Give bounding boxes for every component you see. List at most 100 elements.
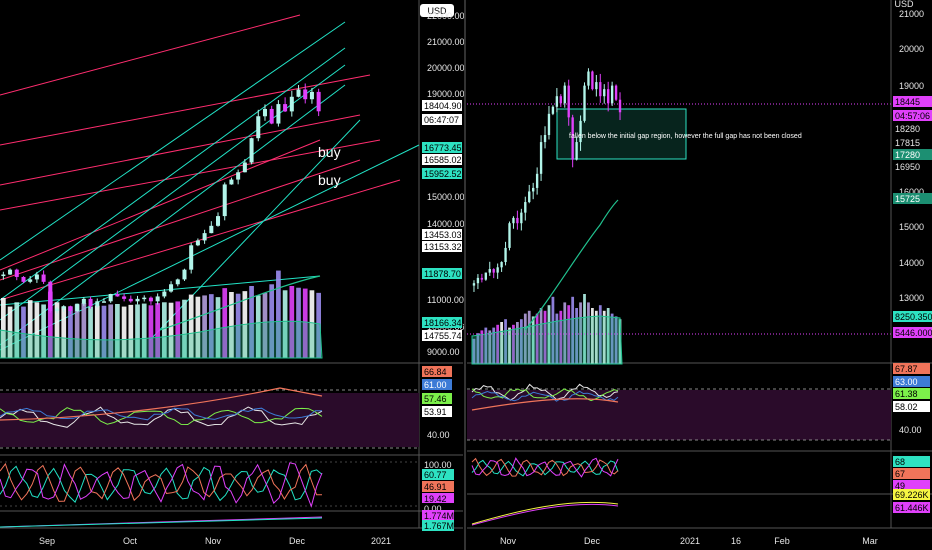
rsi-line bbox=[471, 383, 619, 401]
trendlines[interactable] bbox=[0, 14, 420, 351]
price-tag-label: 61.38 bbox=[895, 389, 918, 399]
volume-bar bbox=[162, 302, 167, 358]
candle-body bbox=[535, 173, 539, 188]
volume-bar bbox=[121, 306, 127, 358]
candle-body bbox=[216, 216, 221, 226]
candle-body bbox=[508, 223, 511, 248]
candle-body bbox=[135, 298, 140, 302]
trendline-teal bbox=[0, 47, 346, 301]
gap-annotation[interactable]: fallen below the initial gap region, how… bbox=[569, 133, 802, 140]
volume-bar bbox=[309, 290, 315, 358]
candle-body bbox=[492, 269, 495, 273]
volume-bar bbox=[208, 294, 214, 358]
volume-bar bbox=[276, 270, 281, 358]
candle-body bbox=[48, 281, 53, 312]
price-axis[interactable]: 21000 20000 19000 16000 15000 14000 13000 bbox=[899, 9, 924, 303]
rsi-axis-tick: 40.00 bbox=[427, 430, 450, 440]
volume-bar bbox=[155, 303, 160, 358]
candle-body bbox=[618, 99, 622, 113]
price-tag-label: 53.91 bbox=[424, 407, 447, 417]
candle-body bbox=[75, 303, 80, 312]
time-axis[interactable]: Nov Dec 2021 16 Feb Mar bbox=[500, 536, 878, 546]
volume-bar bbox=[512, 324, 515, 364]
candle-body bbox=[571, 117, 574, 160]
time-axis-label: Oct bbox=[123, 536, 138, 546]
trendline-magenta bbox=[0, 139, 321, 271]
price-tag-bg bbox=[893, 149, 932, 160]
volume-bar bbox=[579, 302, 582, 364]
time-axis[interactable]: Sep Oct Nov Dec 2021 bbox=[39, 536, 391, 546]
volume-bar bbox=[618, 319, 622, 364]
volume-bar bbox=[88, 306, 93, 358]
volume-bars bbox=[1, 270, 321, 358]
candle-body bbox=[189, 245, 194, 270]
volume-bar bbox=[472, 338, 476, 364]
volume-bar bbox=[255, 295, 261, 358]
volume-bar bbox=[567, 305, 571, 364]
volume-bar bbox=[606, 308, 610, 364]
candle-body bbox=[289, 96, 294, 112]
candle-body bbox=[34, 274, 39, 280]
price-tag-label: 04:57:06 bbox=[895, 111, 930, 121]
candle-body bbox=[229, 179, 234, 185]
currency-label: USD bbox=[894, 0, 914, 9]
candle-body bbox=[236, 172, 241, 180]
time-axis-label: 16 bbox=[731, 536, 741, 546]
volume-bar bbox=[516, 322, 519, 364]
candle-body bbox=[195, 240, 200, 246]
candle-body bbox=[516, 217, 519, 224]
rsi-tags: 66.84 61.00 57.46 53.91 bbox=[422, 366, 452, 417]
price-tag-label: 68 bbox=[895, 457, 905, 467]
price-tag-bg bbox=[422, 379, 452, 390]
volume-bar bbox=[496, 324, 500, 364]
price-tag-label: 13453.03 bbox=[424, 230, 462, 240]
volume-bar bbox=[7, 306, 13, 358]
volume-bar bbox=[168, 302, 174, 358]
volume-bar bbox=[175, 301, 181, 358]
price-axis-tick: 21000 bbox=[899, 9, 924, 19]
price-tag-label: 5446.000 bbox=[895, 328, 932, 338]
buy-label: buy bbox=[318, 144, 341, 160]
price-tag-label: 67.87 bbox=[895, 364, 918, 374]
candle-body bbox=[182, 269, 187, 280]
price-tag-bg bbox=[893, 401, 930, 412]
candle-body bbox=[476, 277, 480, 284]
price-tag-bg bbox=[422, 168, 462, 179]
candle-body bbox=[28, 279, 33, 282]
right-chart-panel[interactable]: fallen below the initial gap region, how… bbox=[467, 0, 932, 546]
volume-bar bbox=[249, 286, 254, 358]
price-tag-label: 16950 bbox=[895, 162, 920, 172]
volume-bar bbox=[27, 300, 33, 358]
rsi-line bbox=[0, 407, 323, 421]
gap-zone-box[interactable] bbox=[556, 108, 687, 160]
price-tag-label: 69.226K bbox=[895, 490, 929, 500]
stoch-line bbox=[471, 457, 619, 478]
volume-bar bbox=[215, 297, 221, 358]
price-tag-label: 19.42 bbox=[424, 494, 447, 504]
obv-line bbox=[0, 517, 323, 528]
price-tag-bg bbox=[422, 366, 452, 377]
candle-body bbox=[303, 89, 308, 100]
trendline-magenta bbox=[0, 139, 381, 211]
candle-body bbox=[587, 71, 590, 86]
currency-badge[interactable] bbox=[420, 4, 454, 17]
volume-bar bbox=[148, 305, 154, 358]
price-tag-label: 18280 bbox=[895, 124, 920, 134]
volume-bar bbox=[575, 308, 578, 364]
price-tag-bg bbox=[422, 114, 462, 125]
volume-bar bbox=[535, 313, 539, 364]
stoch-line bbox=[471, 457, 619, 477]
price-tag-label: 1.767M bbox=[424, 521, 454, 531]
price-tag-bg bbox=[422, 493, 454, 504]
obv-tags: 69.226K 61.446K bbox=[893, 489, 930, 513]
volume-bar bbox=[531, 316, 535, 364]
price-tag-bg bbox=[893, 110, 932, 121]
price-axis-tick: 16000 bbox=[899, 187, 924, 197]
left-chart-panel[interactable]: buy buy USD 22000.00 21000.00 20000.00 1900… bbox=[0, 0, 467, 546]
volume-bar bbox=[289, 286, 295, 358]
price-tag-label: 57.46 bbox=[424, 394, 447, 404]
trendline-teal bbox=[0, 275, 321, 306]
candle-body bbox=[567, 85, 570, 118]
candle-body bbox=[148, 297, 153, 302]
price-axis-tick: 15000.00 bbox=[427, 192, 465, 202]
